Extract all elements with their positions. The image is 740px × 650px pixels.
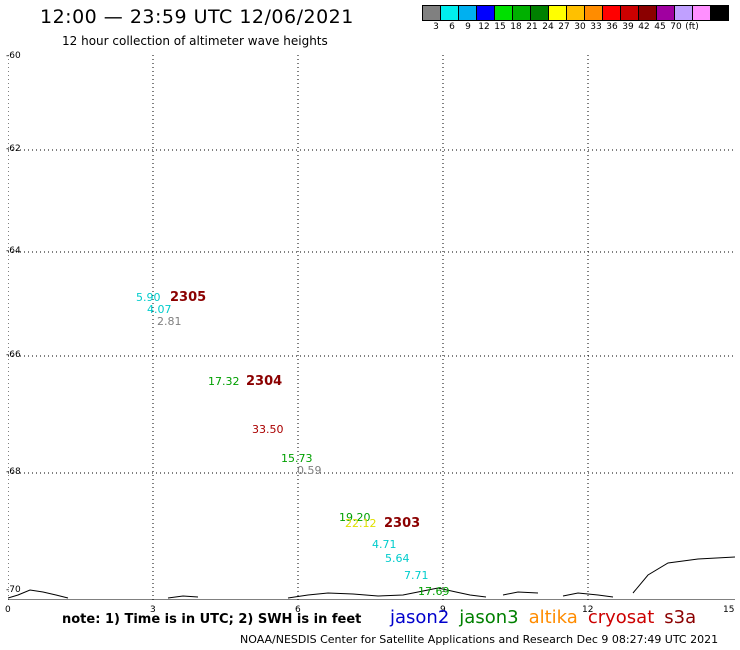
footer-credit: NOAA/NESDIS Center for Satellite Applica… [240,633,719,646]
obs-value: 2.81 [157,315,182,328]
scale-label: 42 [638,22,650,32]
scale-swatch [440,5,459,21]
wave-height-color-scale [422,5,729,21]
pass-number: 2303 [384,516,421,531]
lon-label-6: 6 [295,605,301,615]
pass-number: 2305 [170,290,207,305]
lat-label-60: -60 [6,51,21,61]
scale-swatch [530,5,549,21]
pass-number: 2304 [246,374,283,389]
obs-value: 15.73 [281,452,313,465]
satellite-jason2: jason2 [390,607,450,628]
obs-value: 5.90 [136,291,161,304]
scale-swatch [458,5,477,21]
antarctica-coastline [8,556,735,599]
scale-label: 30 [574,22,586,32]
satellite-s3a: s3a [664,607,697,628]
obs-value: 22.12 [345,517,377,530]
scale-label: (ft) [685,22,699,32]
obs-value: 0.59 [297,464,322,477]
lat-label-62: -62 [6,144,21,154]
lon-label-3: 3 [150,605,156,615]
scale-swatch [620,5,639,21]
scale-swatch [638,5,657,21]
scale-label: 39 [622,22,634,32]
lat-label-66: -66 [6,350,21,360]
scale-swatch [494,5,513,21]
map-title: 12:00 — 23:59 UTC 12/06/2021 [40,6,354,28]
scale-label: 6 [449,22,455,32]
map-plot-area: -60 -62 -64 -66 -68 -70 0 3 6 9 12 15 5.… [5,51,735,615]
units-note: note: 1) Time is in UTC; 2) SWH is in fe… [62,612,362,627]
scale-swatch [656,5,675,21]
lat-label-64: -64 [6,246,21,256]
scale-swatch [692,5,711,21]
obs-value: 17.32 [208,375,240,388]
satellite-jason3: jason3 [459,607,519,628]
satellite-altika: altika [528,607,578,628]
satellite-legend: jason2 jason3 altika cryosat s3a [390,607,696,628]
lon-label-15: 15 [723,605,735,615]
scale-label: 33 [590,22,602,32]
scale-swatch [548,5,567,21]
lat-label-70: -70 [6,585,21,595]
scale-swatch [566,5,585,21]
scale-label: 36 [606,22,618,32]
scale-swatch [512,5,531,21]
color-scale-labels: 3 6 9 12 15 18 21 24 27 30 33 36 39 42 45 70 (ft) [428,22,700,32]
obs-value: 17.69 [418,585,450,598]
scale-label: 24 [542,22,554,32]
scale-swatch [476,5,495,21]
scale-label: 3 [433,22,439,32]
scale-label: 21 [526,22,538,32]
obs-value: 5.64 [385,552,410,565]
scale-label: 70 [670,22,682,32]
lon-label-0: 0 [5,605,11,615]
obs-value: 33.50 [252,423,284,436]
scale-swatch [584,5,603,21]
obs-value: 4.71 [372,538,397,551]
satellite-cryosat: cryosat [587,607,655,628]
obs-value: 7.71 [404,569,429,582]
scale-swatch [710,5,729,21]
obs-value: 19.20 [339,511,371,524]
scale-swatch [422,5,441,21]
scale-label: 12 [478,22,490,32]
scale-swatch [674,5,693,21]
map-gridlines [8,55,735,600]
lon-label-9: 9 [440,605,446,615]
scale-label: 45 [654,22,666,32]
scale-label: 27 [558,22,570,32]
scale-label: 15 [494,22,506,32]
map-subtitle: 12 hour collection of altimeter wave hei… [62,34,328,48]
lon-label-12: 12 [582,605,594,615]
scale-label: 18 [510,22,522,32]
scale-swatch [602,5,621,21]
obs-value: 4.07 [147,303,172,316]
map-grid-svg [8,55,735,600]
scale-label: 9 [465,22,471,32]
lat-label-68: -68 [6,467,21,477]
